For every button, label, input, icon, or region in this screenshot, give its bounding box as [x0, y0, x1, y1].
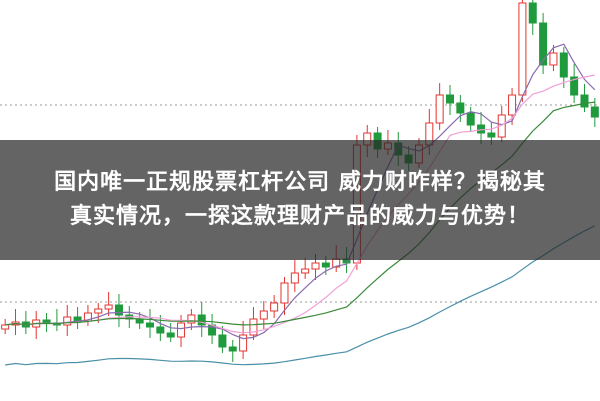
- candle-body: [63, 316, 72, 326]
- candle-body: [218, 334, 227, 348]
- candle-body: [487, 132, 496, 138]
- candle-body: [1, 324, 10, 330]
- candle-body: [166, 332, 175, 338]
- candle-body: [187, 314, 196, 324]
- candle-body: [456, 102, 465, 114]
- candle-body: [114, 304, 123, 316]
- candle-body: [590, 106, 599, 118]
- candle-body: [559, 52, 568, 78]
- candle-body: [239, 334, 248, 352]
- candle-body: [435, 94, 444, 124]
- candle-body: [508, 94, 517, 116]
- candle-body: [249, 318, 258, 336]
- candle-body: [270, 302, 279, 312]
- candle-body: [228, 346, 237, 352]
- candle-body: [518, 2, 527, 96]
- candle-body: [528, 2, 537, 24]
- candle-body: [570, 76, 579, 96]
- candle-body: [146, 322, 154, 328]
- candle-body: [301, 268, 310, 274]
- candle-body: [177, 322, 186, 338]
- candle-body: [197, 314, 206, 326]
- candle-body: [280, 282, 289, 304]
- headline-banner: 国内唯一正规股票杠杆公司 威力财咋样？揭秘其 真实情况，一探这款理财产品的威力与…: [0, 140, 600, 260]
- candle-body: [446, 94, 454, 104]
- candle-body: [549, 52, 558, 66]
- candle-body: [321, 262, 330, 268]
- candle-body: [94, 308, 103, 314]
- headline-line-2: 真实情况，一探这款理财产品的威力与优势！: [69, 204, 530, 229]
- moving-average-line: [5, 43, 596, 340]
- candle-body: [580, 94, 589, 108]
- candle-body: [290, 272, 299, 284]
- candle-body: [466, 112, 475, 126]
- candle-body: [156, 326, 165, 334]
- headline-line-1: 国内唯一正规股票杠杆公司 威力财咋样？揭秘其: [54, 170, 546, 195]
- moving-average-line: [5, 225, 596, 366]
- candle-body: [311, 262, 320, 270]
- candle-body: [42, 319, 51, 324]
- candle-body: [539, 22, 548, 66]
- candle-body: [104, 304, 113, 310]
- candle-body: [259, 310, 268, 320]
- candle-body: [477, 124, 486, 134]
